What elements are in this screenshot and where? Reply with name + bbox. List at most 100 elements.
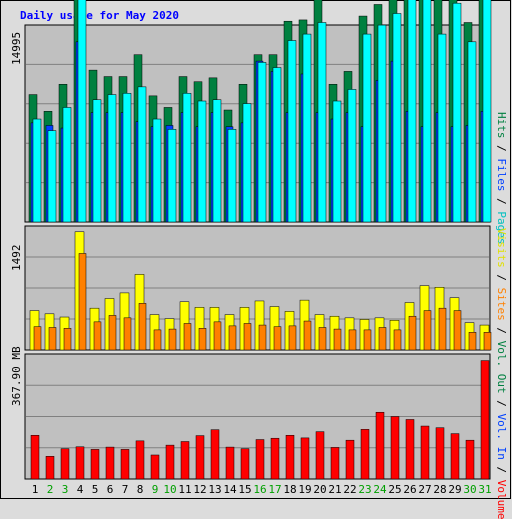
x-tick-day-5: 5 xyxy=(92,483,99,496)
legend-middle-part-7: / xyxy=(495,459,508,480)
bar-pages-day-26 xyxy=(407,0,417,223)
legend-middle-part-2: Sites xyxy=(495,287,508,321)
bar-volume-day-21 xyxy=(330,447,340,480)
x-tick-day-24: 24 xyxy=(373,483,387,496)
bar-sites-day-9 xyxy=(153,329,162,351)
bar-pages-day-29 xyxy=(452,2,462,223)
bar-sites-day-16 xyxy=(258,324,267,351)
x-tick-day-29: 29 xyxy=(448,483,461,496)
bar-sites-day-29 xyxy=(453,310,462,351)
x-tick-day-22: 22 xyxy=(343,483,356,496)
bar-sites-day-3 xyxy=(63,328,72,351)
bar-sites-day-2 xyxy=(48,327,57,351)
bar-pages-day-17 xyxy=(272,67,282,223)
x-tick-day-1: 1 xyxy=(32,483,39,496)
x-tick-day-31: 31 xyxy=(478,483,491,496)
x-tick-day-8: 8 xyxy=(137,483,144,496)
bar-volume-day-20 xyxy=(315,431,325,480)
x-tick-day-18: 18 xyxy=(283,483,296,496)
legend-top-part-2: Files xyxy=(495,158,508,192)
bar-volume-day-14 xyxy=(225,446,235,480)
bar-sites-day-18 xyxy=(288,325,297,351)
x-tick-day-27: 27 xyxy=(418,483,431,496)
bar-volume-day-28 xyxy=(435,427,445,480)
x-tick-day-12: 12 xyxy=(193,483,206,496)
bar-pages-day-30 xyxy=(467,41,477,223)
middle-ylabel: 1492 xyxy=(10,244,23,272)
x-tick-day-3: 3 xyxy=(62,483,69,496)
bar-pages-day-19 xyxy=(302,33,312,223)
bar-pages-day-18 xyxy=(287,40,297,223)
bar-sites-day-21 xyxy=(333,328,342,351)
x-tick-day-23: 23 xyxy=(358,483,371,496)
bar-volume-day-7 xyxy=(120,449,130,480)
bar-sites-day-12 xyxy=(198,328,207,351)
bar-sites-day-30 xyxy=(468,332,477,351)
bar-pages-day-3 xyxy=(62,107,72,223)
bar-volume-day-22 xyxy=(345,439,355,480)
bar-sites-day-23 xyxy=(363,329,372,351)
bar-volume-day-11 xyxy=(180,441,190,480)
bar-pages-day-24 xyxy=(377,24,387,223)
x-tick-day-21: 21 xyxy=(328,483,341,496)
x-tick-day-4: 4 xyxy=(77,483,84,496)
bar-pages-day-15 xyxy=(242,103,252,223)
usage-chart: 1 2 3 4 5 6 7 8 9 10 11 12 13 14 15 16 17 18 19 20 21 22 23 24 2… xyxy=(0,0,511,499)
bar-sites-day-27 xyxy=(423,310,432,351)
top-ylabel: 14995 xyxy=(10,31,23,65)
bar-pages-day-4 xyxy=(77,0,87,223)
x-tick-day-25: 25 xyxy=(388,483,401,496)
bar-volume-day-9 xyxy=(150,454,160,480)
bar-sites-day-6 xyxy=(108,315,117,351)
bar-volume-day-18 xyxy=(285,435,295,480)
legend-middle-part-0: Visits xyxy=(495,228,508,268)
bar-sites-day-26 xyxy=(408,315,417,351)
legend-middle-part-8: Volume xyxy=(495,479,508,519)
x-tick-day-19: 19 xyxy=(298,483,311,496)
bar-sites-day-11 xyxy=(183,323,192,351)
bar-sites-day-13 xyxy=(213,321,222,351)
bar-pages-day-1 xyxy=(32,118,42,223)
bar-volume-day-30 xyxy=(465,439,475,480)
bar-volume-day-15 xyxy=(240,448,250,480)
legend-middle-part-5: / xyxy=(495,393,508,414)
legend-middle-part-6: Vol. In xyxy=(495,413,508,460)
bar-volume-day-3 xyxy=(60,448,70,480)
bar-pages-day-23 xyxy=(362,33,372,223)
bar-sites-day-28 xyxy=(438,307,447,351)
legend-top: Hits / Files / Pages xyxy=(495,112,508,245)
bar-sites-day-5 xyxy=(93,321,102,351)
bar-volume-day-23 xyxy=(360,429,370,480)
bar-pages-day-11 xyxy=(182,93,192,223)
x-tick-day-28: 28 xyxy=(433,483,446,496)
bar-volume-day-12 xyxy=(195,435,205,480)
bar-sites-day-25 xyxy=(393,329,402,351)
bar-sites-day-8 xyxy=(138,303,147,351)
x-tick-day-30: 30 xyxy=(463,483,476,496)
bar-sites-day-15 xyxy=(243,323,252,351)
bottom-ylabel: 367.90 MB xyxy=(10,346,23,406)
bar-volume-day-31 xyxy=(480,360,490,480)
bar-pages-day-28 xyxy=(437,33,447,223)
bar-sites-day-10 xyxy=(168,328,177,351)
x-tick-day-14: 14 xyxy=(223,483,237,496)
bar-volume-day-8 xyxy=(135,440,145,480)
x-tick-day-13: 13 xyxy=(208,483,221,496)
x-tick-day-6: 6 xyxy=(107,483,114,496)
bar-volume-day-10 xyxy=(165,444,175,480)
bar-sites-day-20 xyxy=(318,327,327,351)
legend-top-part-0: Hits xyxy=(495,112,508,139)
bar-volume-day-2 xyxy=(45,456,55,480)
bar-volume-day-4 xyxy=(75,446,85,480)
legend-middle-part-4: Vol. Out xyxy=(495,340,508,394)
bar-volume-day-29 xyxy=(450,433,460,480)
bar-volume-day-13 xyxy=(210,429,220,480)
bar-pages-day-12 xyxy=(197,100,207,223)
chart-title: Daily usage for May 2020 xyxy=(20,9,179,22)
bar-pages-day-13 xyxy=(212,99,222,223)
x-tick-day-11: 11 xyxy=(178,483,191,496)
bar-sites-day-17 xyxy=(273,326,282,351)
bar-pages-day-20 xyxy=(317,22,327,223)
x-tick-day-16: 16 xyxy=(253,483,266,496)
bar-pages-day-22 xyxy=(347,89,357,223)
